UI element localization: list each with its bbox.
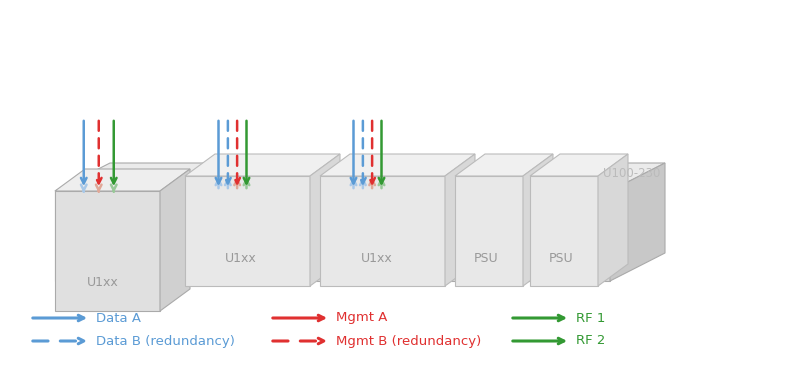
Polygon shape xyxy=(55,169,190,191)
Text: PSU: PSU xyxy=(548,252,573,264)
Polygon shape xyxy=(55,191,610,281)
Polygon shape xyxy=(185,154,340,176)
Polygon shape xyxy=(55,163,665,191)
Polygon shape xyxy=(320,176,445,286)
Text: Mgmt B (redundancy): Mgmt B (redundancy) xyxy=(336,335,482,347)
Polygon shape xyxy=(55,191,160,311)
Polygon shape xyxy=(310,154,340,286)
Polygon shape xyxy=(320,154,475,176)
Polygon shape xyxy=(610,163,665,281)
Polygon shape xyxy=(598,154,628,286)
Text: U1xx: U1xx xyxy=(360,252,392,264)
Text: RF 2: RF 2 xyxy=(576,335,606,347)
Polygon shape xyxy=(160,169,190,311)
Text: RF 1: RF 1 xyxy=(576,311,606,324)
Polygon shape xyxy=(185,176,310,286)
Polygon shape xyxy=(530,176,598,286)
Text: U100-230: U100-230 xyxy=(602,167,660,180)
Text: PSU: PSU xyxy=(474,252,498,264)
Text: U1xx: U1xx xyxy=(86,276,118,290)
Polygon shape xyxy=(530,154,628,176)
Text: Data A: Data A xyxy=(96,311,141,324)
Polygon shape xyxy=(523,154,553,286)
Text: Mgmt A: Mgmt A xyxy=(336,311,387,324)
Polygon shape xyxy=(455,154,553,176)
Text: Data B (redundancy): Data B (redundancy) xyxy=(96,335,235,347)
Polygon shape xyxy=(445,154,475,286)
Text: U1xx: U1xx xyxy=(226,252,257,264)
Polygon shape xyxy=(455,176,523,286)
